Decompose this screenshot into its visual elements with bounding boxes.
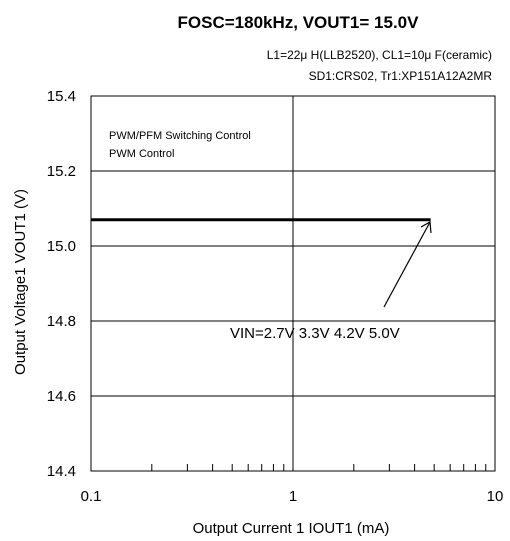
y-tick-label: 15.0	[47, 238, 76, 255]
chart-subtitle-line-1: L1=22μ H(LLB2520), CL1=10μ F(ceramic)	[267, 48, 492, 62]
legend-line-1: PWM/PFM Switching Control	[109, 130, 251, 142]
y-tick-labels: 14.4 14.6 14.8 15.0 15.2 15.4	[47, 88, 76, 480]
x-minor-ticks	[151, 464, 487, 471]
annotation-arrow	[383, 221, 432, 308]
y-tick-label: 14.6	[47, 388, 76, 405]
x-tick-label: 0.1	[81, 488, 102, 505]
y-axis-label: Output Voltage1 VOUT1 (V)	[12, 189, 29, 375]
y-tick-label: 15.2	[47, 163, 76, 180]
x-axis-label: Output Current 1 IOUT1 (mA)	[193, 520, 390, 537]
x-tick-label: 10	[487, 488, 504, 505]
x-tick-labels: 0.1 1 10	[81, 488, 504, 505]
plot-frame	[90, 95, 496, 472]
x-tick-label: 1	[289, 488, 297, 505]
y-tick-label: 14.8	[47, 313, 76, 330]
chart-title: FOSC=180kHz, VOUT1= 15.0V	[178, 13, 420, 32]
y-tick-label: 15.4	[47, 88, 76, 105]
chart-subtitle-line-2: SD1:CRS02, Tr1:XP151A12A2MR	[309, 69, 493, 83]
y-tick-label: 14.4	[47, 463, 76, 480]
vin-annotation: VIN=2.7V 3.3V 4.2V 5.0V	[230, 325, 400, 342]
legend-line-2: PWM Control	[109, 148, 174, 160]
